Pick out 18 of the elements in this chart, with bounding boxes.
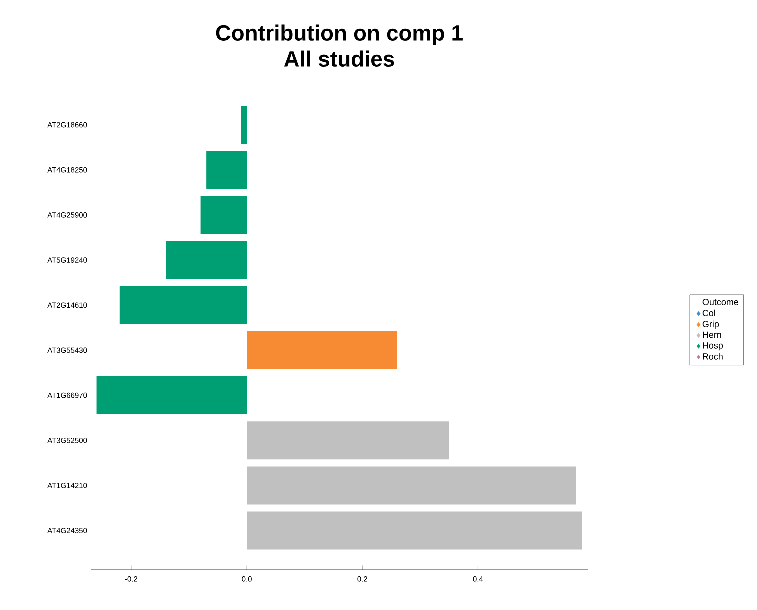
bar <box>247 512 582 550</box>
bar <box>96 376 248 415</box>
bar <box>241 106 248 144</box>
legend-title: Outcome <box>702 299 739 306</box>
bar <box>247 331 398 370</box>
chart-subtitle: All studies <box>284 50 394 67</box>
legend-label: Grip <box>702 320 720 330</box>
bar <box>247 466 576 505</box>
bar <box>120 286 248 324</box>
chart-title: Contribution on comp 1 <box>216 24 463 46</box>
bar <box>200 196 248 234</box>
bar <box>166 241 248 280</box>
legend-label: Col <box>702 310 716 316</box>
legend-label: Hern <box>703 332 722 338</box>
legend-label: Roch <box>703 353 723 360</box>
bar <box>247 422 450 460</box>
legend-label: Hosp <box>703 342 724 351</box>
bar <box>206 151 248 190</box>
